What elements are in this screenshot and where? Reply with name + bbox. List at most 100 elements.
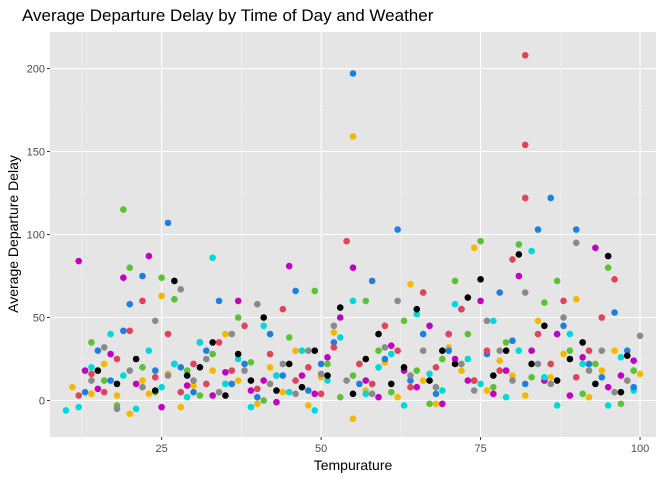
data-point	[502, 347, 510, 354]
data-point	[311, 347, 319, 354]
data-point	[458, 305, 465, 313]
data-point	[439, 355, 446, 363]
y-tick-label: 0	[39, 395, 45, 407]
data-point	[113, 355, 121, 363]
data-point	[375, 330, 382, 338]
data-point	[356, 360, 363, 368]
data-point	[515, 272, 523, 280]
data-point	[521, 380, 529, 388]
data-point	[183, 393, 191, 401]
data-point	[324, 377, 331, 384]
data-point	[432, 390, 440, 398]
data-point	[292, 287, 299, 295]
data-point	[139, 297, 146, 305]
data-point	[241, 367, 248, 374]
data-point	[515, 241, 523, 248]
data-point	[368, 380, 376, 388]
data-point	[241, 322, 248, 330]
data-point	[387, 388, 395, 396]
data-point	[215, 388, 223, 396]
data-point	[572, 226, 580, 233]
data-point	[260, 397, 267, 404]
data-point	[151, 387, 159, 394]
data-point	[432, 400, 440, 408]
data-point	[177, 363, 185, 371]
data-point	[151, 367, 159, 374]
data-point	[88, 370, 95, 378]
data-point	[585, 367, 593, 374]
data-point	[139, 272, 146, 280]
data-point	[419, 289, 427, 296]
data-point	[534, 330, 542, 338]
data-point	[209, 392, 216, 399]
data-point	[451, 277, 459, 285]
y-tick-label: 150	[27, 147, 45, 159]
data-point	[88, 363, 95, 371]
data-point	[222, 392, 229, 399]
data-point	[560, 322, 567, 330]
data-point	[617, 388, 625, 396]
data-point	[400, 363, 408, 371]
data-point	[394, 226, 401, 233]
data-point	[630, 383, 637, 391]
data-point	[560, 314, 567, 321]
data-point	[579, 360, 586, 368]
data-point	[387, 380, 395, 388]
data-point	[158, 274, 165, 281]
data-point	[534, 226, 542, 233]
data-point	[445, 347, 452, 354]
data-point	[202, 380, 210, 388]
data-point	[579, 390, 586, 398]
data-point	[132, 380, 140, 388]
data-point	[273, 387, 280, 394]
x-axis: 25 50 75 100	[156, 437, 649, 455]
data-point	[458, 360, 465, 368]
data-point	[617, 372, 625, 379]
data-point	[521, 194, 529, 202]
data-point	[349, 390, 357, 398]
data-point	[305, 363, 312, 371]
data-point	[477, 380, 484, 388]
data-point	[285, 262, 293, 270]
data-point	[528, 360, 535, 368]
data-point	[394, 393, 401, 401]
data-point	[496, 367, 504, 374]
data-point	[623, 347, 631, 354]
data-point	[566, 330, 574, 338]
y-tick-label: 50	[33, 312, 45, 324]
data-point	[324, 372, 331, 379]
data-point	[113, 380, 121, 388]
data-point	[509, 377, 516, 384]
data-point	[75, 257, 83, 265]
data-point	[177, 388, 185, 396]
data-point	[171, 295, 178, 303]
data-point	[234, 350, 242, 358]
data-point	[151, 373, 159, 381]
data-point	[273, 372, 280, 379]
data-point	[407, 280, 414, 288]
data-point	[132, 355, 140, 363]
data-point	[604, 402, 612, 409]
data-point	[630, 357, 637, 364]
data-point	[298, 347, 306, 354]
data-point	[145, 390, 153, 398]
data-point	[534, 360, 542, 368]
data-point	[362, 297, 370, 305]
data-point	[247, 403, 255, 411]
data-point	[298, 383, 306, 391]
data-point	[241, 360, 248, 368]
data-point	[604, 264, 612, 271]
data-point	[336, 334, 344, 341]
data-point	[317, 360, 325, 368]
data-point	[62, 407, 70, 414]
data-point	[407, 372, 414, 379]
data-point	[183, 367, 191, 374]
data-point	[381, 355, 389, 363]
data-point	[521, 392, 529, 399]
data-point	[305, 402, 312, 409]
data-point	[419, 347, 427, 354]
data-point	[164, 330, 172, 338]
data-point	[317, 370, 325, 378]
data-point	[254, 385, 261, 393]
data-point	[541, 299, 548, 306]
